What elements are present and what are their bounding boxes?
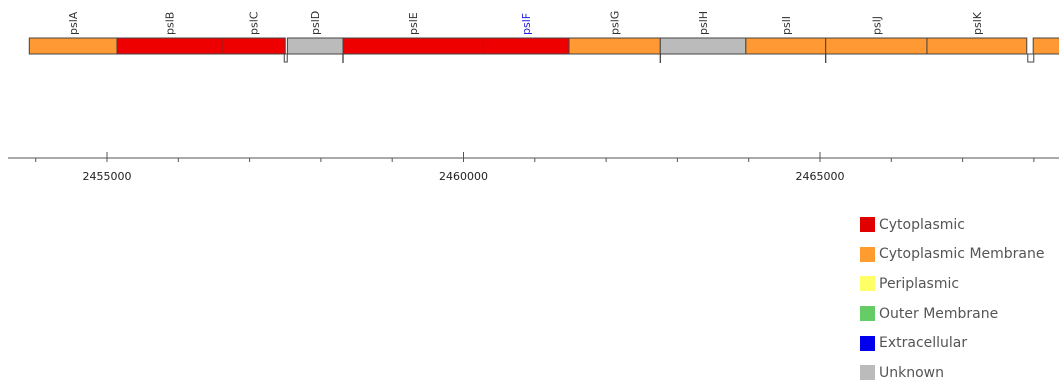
gene-label-pslE[interactable]: pslE (407, 12, 420, 35)
gene-bar-pslB[interactable] (116, 37, 223, 55)
legend-item-cytoplasmic[interactable]: Cytoplasmic (860, 210, 1044, 240)
gene-bar-pslJ[interactable] (825, 37, 928, 55)
gene-bar-pslD[interactable] (286, 37, 344, 55)
gene-label-pslJ[interactable]: pslJ (870, 16, 883, 35)
gene-bar-pslE[interactable] (342, 37, 484, 55)
legend-swatch (860, 335, 875, 351)
gene-bar-unnamed-11[interactable] (1032, 37, 1059, 55)
gene-bar-pslA[interactable] (28, 37, 118, 55)
legend-swatch (860, 276, 875, 292)
axis-tick-label-2465000: 2465000 (796, 170, 845, 183)
localization-legend: Cytoplasmic Cytoplasmic Membrane Periplasm… (860, 210, 1044, 388)
gap-marker-end (1027, 53, 1035, 63)
legend-label: Cytoplasmic Membrane (879, 246, 1045, 263)
gene-label-pslD[interactable]: pslD (309, 11, 322, 35)
legend-label: Extracellular (879, 335, 968, 352)
gene-label-pslG[interactable]: pslG (609, 11, 622, 35)
legend-item-outer-membrane[interactable]: Outer Membrane (860, 299, 1044, 329)
legend-swatch (860, 246, 875, 262)
legend-item-periplasmic[interactable]: Periplasmic (860, 269, 1044, 299)
gene-bar-pslH[interactable] (659, 37, 747, 55)
gene-bar-pslF[interactable] (482, 37, 570, 55)
axis-tick-label-2455000: 2455000 (83, 170, 132, 183)
gene-label-pslK[interactable]: pslK (971, 11, 984, 35)
legend-label: Outer Membrane (879, 305, 999, 322)
gene-bar-pslG[interactable] (568, 37, 661, 55)
legend-label: Unknown (879, 364, 944, 381)
gene-label-pslA[interactable]: pslA (67, 11, 80, 35)
gene-label-pslB[interactable]: pslB (163, 12, 176, 35)
gap-marker-0 (283, 53, 288, 63)
gene-bar-pslC[interactable] (221, 37, 286, 55)
axis-tick-label-2460000: 2460000 (439, 170, 488, 183)
gene-bar-pslK[interactable] (926, 37, 1028, 55)
gene-track-viewer: pslA pslB pslC pslD pslE pslF pslG pslH pslI pslJ… (8, 11, 1059, 183)
gene-bar-pslI[interactable] (745, 37, 827, 55)
legend-label: Periplasmic (879, 275, 960, 292)
legend-item-extracellular[interactable]: Extracellular (860, 328, 1044, 358)
legend-swatch (860, 306, 875, 322)
gene-label-pslH[interactable]: pslH (697, 11, 710, 35)
legend-swatch (860, 217, 875, 233)
legend-item-cytoplasmic-membrane[interactable]: Cytoplasmic Membrane (860, 240, 1044, 270)
gene-label-pslI[interactable]: pslI (780, 16, 793, 35)
legend-label: Cytoplasmic (879, 216, 965, 233)
gene-label-pslC[interactable]: pslC (248, 11, 261, 35)
gene-label-pslF[interactable]: pslF (520, 13, 533, 35)
legend-item-unknown[interactable]: Unknown (860, 358, 1044, 388)
legend-swatch (860, 365, 875, 381)
